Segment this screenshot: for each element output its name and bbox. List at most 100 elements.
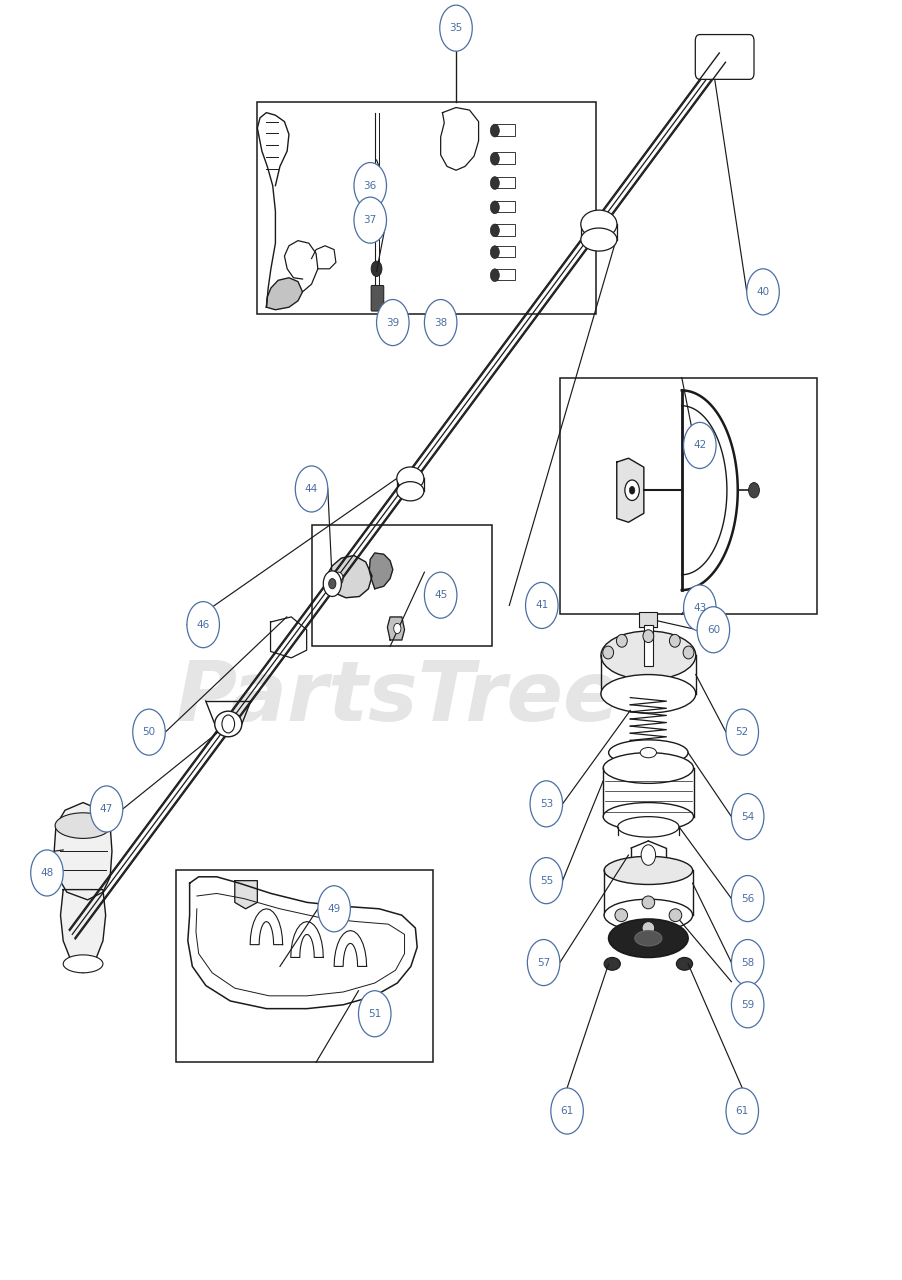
Circle shape bbox=[90, 786, 123, 832]
Circle shape bbox=[187, 602, 219, 648]
Ellipse shape bbox=[63, 955, 103, 973]
Ellipse shape bbox=[55, 813, 111, 838]
Bar bbox=[494, 246, 514, 257]
Ellipse shape bbox=[608, 919, 687, 957]
Circle shape bbox=[490, 152, 499, 165]
Circle shape bbox=[490, 177, 499, 189]
Circle shape bbox=[376, 300, 409, 346]
Circle shape bbox=[529, 781, 562, 827]
Text: 45: 45 bbox=[434, 590, 446, 600]
Text: 39: 39 bbox=[386, 317, 399, 328]
Text: 56: 56 bbox=[741, 893, 753, 904]
Ellipse shape bbox=[396, 467, 423, 490]
Ellipse shape bbox=[603, 899, 692, 932]
Circle shape bbox=[490, 269, 499, 282]
FancyBboxPatch shape bbox=[371, 285, 383, 311]
Text: 46: 46 bbox=[197, 620, 209, 630]
Text: 50: 50 bbox=[143, 727, 155, 737]
Circle shape bbox=[490, 201, 499, 214]
Polygon shape bbox=[325, 556, 372, 598]
Ellipse shape bbox=[608, 740, 687, 765]
Circle shape bbox=[696, 607, 729, 653]
Text: 43: 43 bbox=[693, 603, 705, 613]
Circle shape bbox=[731, 940, 763, 986]
Text: 49: 49 bbox=[327, 904, 340, 914]
Circle shape bbox=[725, 709, 758, 755]
Circle shape bbox=[354, 163, 386, 209]
Text: 44: 44 bbox=[305, 484, 318, 494]
Circle shape bbox=[31, 850, 63, 896]
Polygon shape bbox=[369, 553, 392, 589]
Circle shape bbox=[424, 572, 456, 618]
Ellipse shape bbox=[641, 922, 654, 934]
Circle shape bbox=[624, 480, 639, 500]
Circle shape bbox=[683, 585, 715, 631]
Bar bbox=[639, 612, 657, 627]
Text: 61: 61 bbox=[560, 1106, 573, 1116]
Ellipse shape bbox=[603, 957, 620, 970]
Text: 55: 55 bbox=[539, 876, 552, 886]
Text: TM: TM bbox=[619, 664, 635, 675]
Ellipse shape bbox=[580, 228, 616, 251]
Text: 47: 47 bbox=[100, 804, 113, 814]
Circle shape bbox=[318, 886, 350, 932]
Ellipse shape bbox=[601, 675, 695, 713]
Polygon shape bbox=[616, 458, 643, 522]
Circle shape bbox=[323, 571, 341, 596]
Text: 38: 38 bbox=[434, 317, 446, 328]
Circle shape bbox=[133, 709, 165, 755]
Circle shape bbox=[222, 716, 235, 733]
Circle shape bbox=[354, 197, 386, 243]
Bar bbox=[494, 152, 514, 164]
Circle shape bbox=[424, 300, 456, 346]
Text: 53: 53 bbox=[539, 799, 552, 809]
Bar bbox=[311, 525, 492, 646]
Polygon shape bbox=[266, 278, 302, 310]
Text: 52: 52 bbox=[735, 727, 748, 737]
Text: 57: 57 bbox=[537, 957, 549, 968]
Ellipse shape bbox=[634, 931, 661, 946]
Circle shape bbox=[529, 858, 562, 904]
Bar bbox=[643, 625, 652, 666]
Circle shape bbox=[731, 982, 763, 1028]
Ellipse shape bbox=[640, 748, 656, 758]
FancyBboxPatch shape bbox=[695, 35, 753, 79]
Circle shape bbox=[629, 486, 634, 494]
Ellipse shape bbox=[642, 630, 653, 643]
Ellipse shape bbox=[676, 957, 692, 970]
Circle shape bbox=[393, 623, 400, 634]
Text: 61: 61 bbox=[735, 1106, 748, 1116]
Ellipse shape bbox=[601, 631, 695, 680]
Circle shape bbox=[371, 261, 382, 276]
Ellipse shape bbox=[668, 909, 681, 922]
Text: 41: 41 bbox=[535, 600, 548, 611]
Ellipse shape bbox=[603, 646, 613, 659]
Text: 60: 60 bbox=[706, 625, 719, 635]
Circle shape bbox=[334, 572, 343, 585]
Circle shape bbox=[358, 991, 391, 1037]
Polygon shape bbox=[235, 881, 257, 909]
Circle shape bbox=[490, 224, 499, 237]
Circle shape bbox=[748, 483, 759, 498]
Circle shape bbox=[683, 422, 715, 468]
Bar bbox=[494, 124, 514, 136]
Bar bbox=[257, 102, 595, 314]
Text: 36: 36 bbox=[364, 180, 376, 191]
Ellipse shape bbox=[614, 909, 627, 922]
Bar bbox=[559, 378, 816, 614]
Ellipse shape bbox=[668, 635, 679, 648]
Text: 59: 59 bbox=[741, 1000, 753, 1010]
Text: 42: 42 bbox=[693, 440, 705, 451]
Text: 51: 51 bbox=[368, 1009, 381, 1019]
Circle shape bbox=[746, 269, 778, 315]
Circle shape bbox=[439, 5, 472, 51]
Circle shape bbox=[525, 582, 557, 628]
Bar bbox=[494, 224, 514, 236]
Ellipse shape bbox=[603, 753, 693, 783]
Ellipse shape bbox=[617, 817, 678, 837]
Circle shape bbox=[295, 466, 327, 512]
Circle shape bbox=[640, 845, 655, 865]
Circle shape bbox=[490, 246, 499, 259]
Polygon shape bbox=[387, 617, 404, 640]
Ellipse shape bbox=[603, 856, 692, 884]
